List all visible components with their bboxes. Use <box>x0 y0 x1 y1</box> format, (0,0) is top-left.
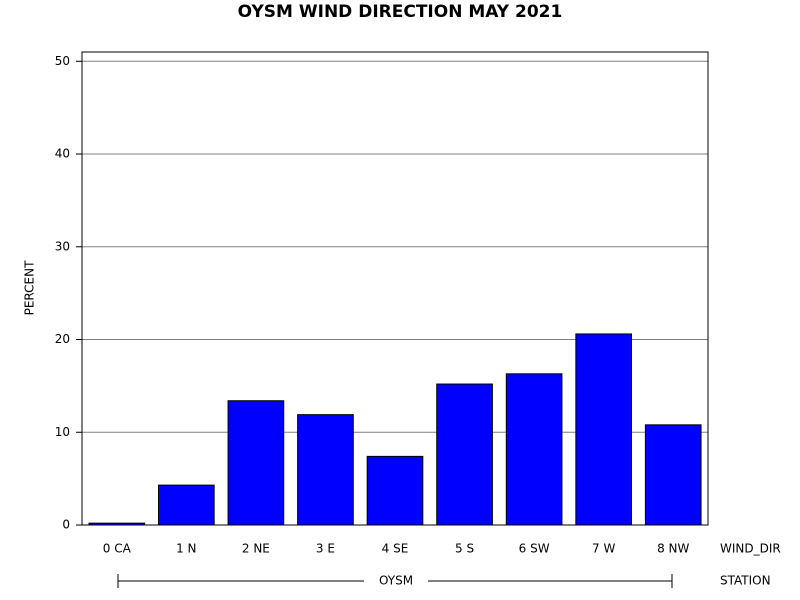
group-label: OYSM <box>379 574 413 588</box>
bar <box>436 383 493 526</box>
bar <box>158 484 215 526</box>
x-axis-label: WIND_DIR <box>720 542 781 556</box>
bar <box>366 455 424 526</box>
y-tick-label: 30 <box>55 239 70 253</box>
x-tick-label: 6 SW <box>519 542 550 556</box>
x-tick-label: 0 CA <box>103 542 132 556</box>
x-tick-label: 4 SE <box>382 542 409 556</box>
x-tick-label: 8 NW <box>657 542 689 556</box>
bar <box>505 373 563 526</box>
bar <box>644 424 702 526</box>
group-axis-label: STATION <box>720 574 771 588</box>
y-tick-label: 50 <box>55 54 70 68</box>
y-tick-label: 20 <box>55 332 70 346</box>
x-tick-label: 2 NE <box>242 542 270 556</box>
bar <box>575 333 632 526</box>
x-tick-label: 1 N <box>176 542 196 556</box>
y-tick-label: 10 <box>55 425 70 439</box>
x-tick-label: 5 S <box>455 542 474 556</box>
x-tick-label: 7 W <box>592 542 615 556</box>
y-tick-label: 40 <box>55 147 70 161</box>
x-tick-label: 3 E <box>316 542 335 556</box>
bar <box>297 414 354 526</box>
chart-title: OYSM WIND DIRECTION MAY 2021 <box>238 2 563 22</box>
y-tick-label: 0 <box>62 518 70 532</box>
y-axis-label: PERCENT <box>23 260 37 315</box>
bar <box>227 400 285 526</box>
plot-frame <box>81 51 709 526</box>
